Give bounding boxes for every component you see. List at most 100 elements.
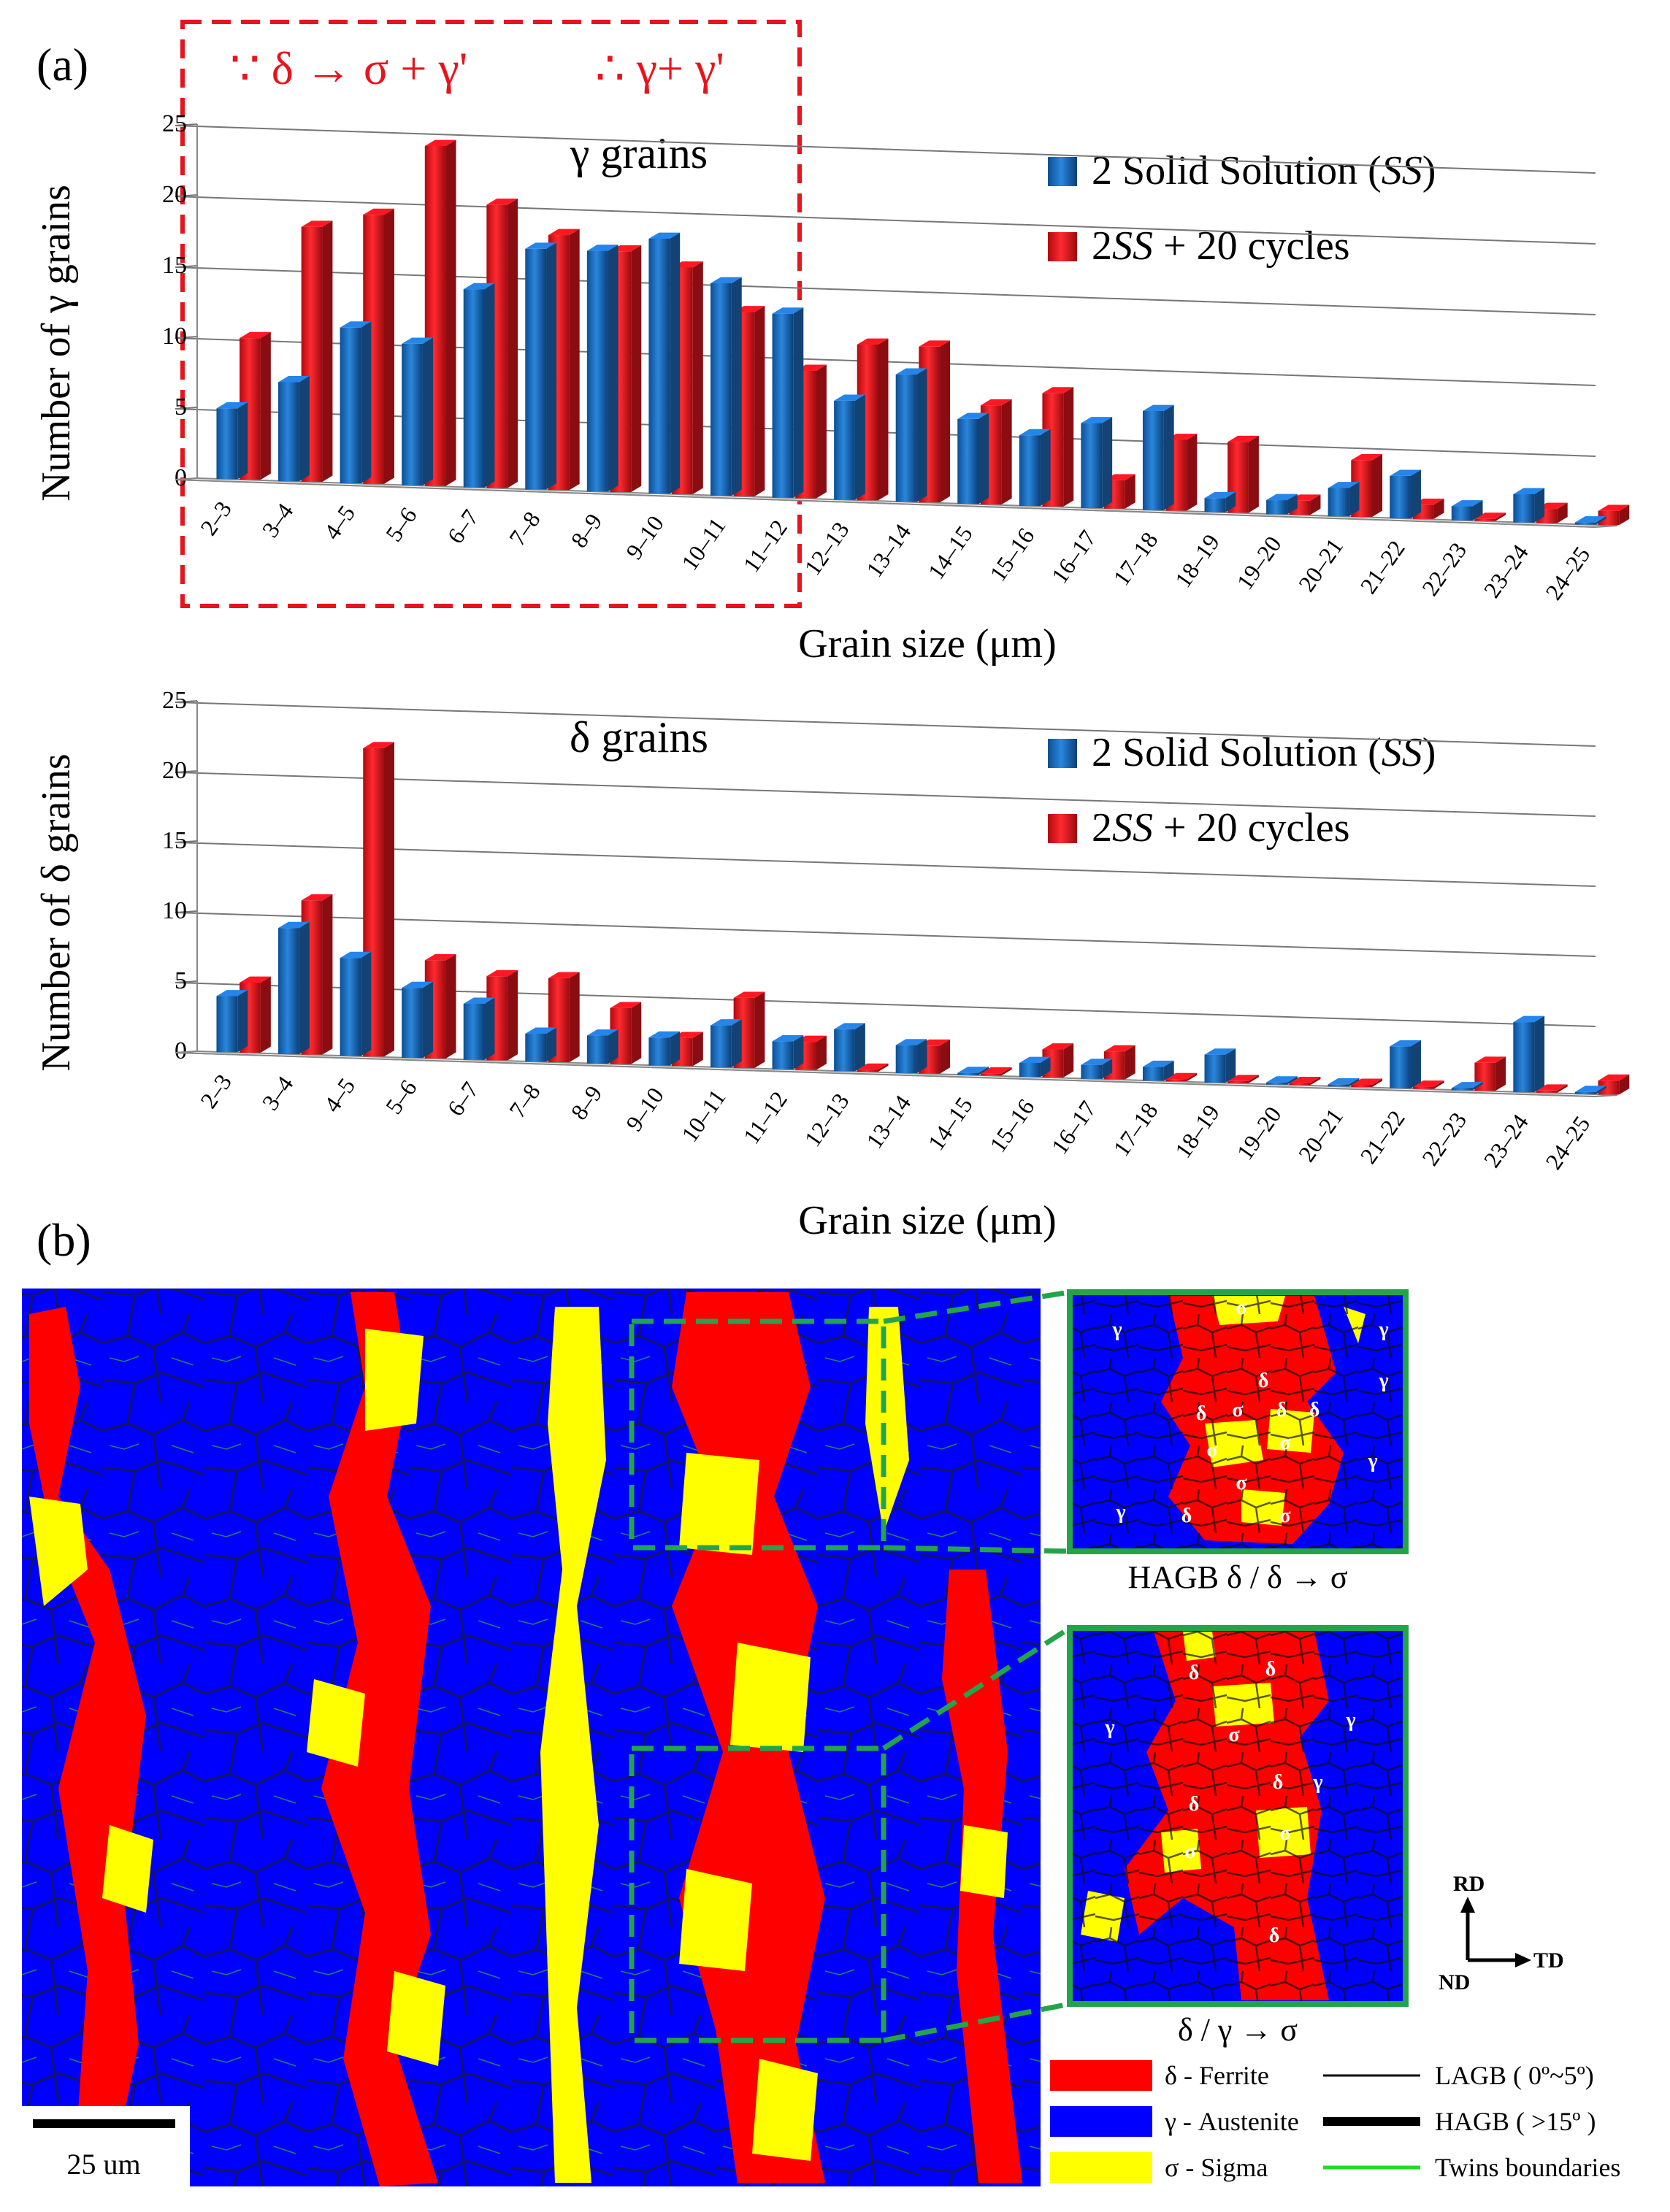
bar-ss-21–22 — [1390, 1040, 1421, 1088]
bar-side — [1187, 1072, 1198, 1082]
phase-label: γ — [1312, 1771, 1322, 1794]
phase-label: δ — [1189, 1662, 1200, 1684]
x-tick-label: 4–5 — [318, 1073, 360, 1117]
bar-side — [484, 997, 495, 1060]
bar-front — [1574, 1091, 1596, 1094]
x-tick-label: 20–21 — [1293, 1104, 1348, 1167]
bar-side — [445, 139, 456, 486]
y-tick-label: 5 — [175, 967, 187, 994]
bar-top — [1142, 404, 1174, 412]
x-tick-label: 2–3 — [195, 496, 237, 540]
gridline-side — [175, 700, 198, 703]
bar-side — [1410, 469, 1421, 519]
bar-ss-4–5 — [340, 321, 372, 484]
bar-ss-9–10 — [648, 1031, 681, 1066]
bar-top — [980, 399, 1012, 406]
bar-front — [402, 988, 423, 1059]
bar-side — [1125, 1045, 1135, 1080]
phase-label: σ — [1236, 1472, 1247, 1494]
bar-front — [525, 1033, 547, 1062]
chart-gamma-ylabel: Number of γ grains — [34, 185, 79, 502]
bar-side — [1433, 499, 1444, 519]
bar-side — [1310, 494, 1321, 515]
bar-top — [1451, 1082, 1483, 1088]
bar-side — [1040, 429, 1051, 507]
legend-austenite-label: γ - Austenite — [1164, 2107, 1299, 2136]
bar-top — [610, 1002, 642, 1008]
bar-front — [1081, 1064, 1103, 1079]
bar-side — [692, 1032, 703, 1067]
chart-gamma-title: γ grains — [570, 129, 708, 177]
panel-a-label: (a) — [37, 39, 88, 91]
bar-front — [463, 1003, 485, 1060]
bar-top — [525, 242, 557, 249]
bar-side — [1619, 1074, 1630, 1095]
phase-label: γ — [1378, 1370, 1388, 1392]
bar-ss-11–12 — [772, 1034, 804, 1069]
bar-ss-3–4 — [278, 376, 310, 482]
bar-ss-13–14 — [895, 368, 927, 502]
x-tick-label: 12–13 — [799, 517, 854, 580]
bar-top — [1574, 516, 1606, 523]
phase-label: σ — [1228, 1724, 1240, 1746]
inset1-frame — [1067, 1289, 1409, 1554]
bar-ss-9–10 — [648, 232, 681, 494]
y-tick-label: 10 — [162, 323, 187, 350]
bar-ss-17–18 — [1142, 1060, 1174, 1081]
bar-top — [710, 277, 742, 284]
x-tick-label: 17–18 — [1108, 1098, 1163, 1161]
bar-ss-7–8 — [525, 242, 557, 490]
bar-top — [1598, 1074, 1630, 1081]
bar-side — [1534, 488, 1545, 523]
bar-front — [1142, 1067, 1164, 1081]
x-tick-label: 2–3 — [195, 1069, 237, 1113]
x-tick-label: 14–15 — [922, 1092, 977, 1155]
bar-cycles-5–6 — [424, 954, 456, 1059]
bar-front — [1598, 1080, 1620, 1095]
legend-cycles-label: 2SS + 20 cycles — [1092, 805, 1350, 850]
bar-ss-18–19 — [1204, 1048, 1236, 1083]
bar-side — [631, 1002, 642, 1064]
bar-front — [1081, 423, 1103, 508]
bar-front — [586, 250, 608, 492]
bar-side — [322, 894, 333, 1055]
bar-front — [1019, 1063, 1041, 1078]
bar-front — [1451, 506, 1473, 521]
legend-ferrite-label: δ - Ferrite — [1165, 2061, 1269, 2090]
bar-front — [340, 327, 361, 484]
bar-side — [1248, 435, 1259, 513]
bar-front — [1328, 488, 1349, 517]
legend-ss-label: 2 Solid Solution (SS) — [1092, 730, 1436, 775]
bar-side — [793, 307, 804, 498]
bar-side — [731, 277, 742, 496]
phase-label: δ — [1258, 1370, 1269, 1392]
bar-side — [1372, 1078, 1383, 1087]
phase-label: δ — [1196, 1402, 1207, 1425]
bar-top — [648, 232, 681, 239]
gridline — [175, 772, 1596, 817]
bar-front — [710, 1025, 732, 1068]
bar-side — [299, 376, 310, 482]
bar-top — [648, 1031, 681, 1038]
bar-side — [361, 951, 372, 1056]
bar-side — [731, 1019, 742, 1068]
bar-top — [834, 1023, 865, 1029]
bar-side — [484, 283, 495, 488]
bar-ss-6–7 — [463, 283, 495, 488]
inset1-caption: HAGB δ / δ → σ — [1127, 1559, 1347, 1595]
bar-top — [772, 1034, 804, 1042]
bar-side — [1063, 387, 1074, 507]
chart-delta-xlabel: Grain size (μm) — [798, 1198, 1056, 1243]
bar-side — [1557, 502, 1568, 523]
inset2-caption: δ / γ → σ — [1178, 2012, 1298, 2048]
legend-austenite-swatch — [1050, 2106, 1152, 2137]
bar-top — [834, 394, 865, 401]
bar-front — [1412, 1086, 1434, 1089]
bar-ss-12–13 — [834, 394, 865, 500]
bar-top — [1390, 1040, 1421, 1047]
bar-top — [772, 307, 804, 314]
bar-front — [1266, 500, 1287, 515]
legend-ss-label: 2 Solid Solution (SS) — [1092, 148, 1436, 193]
phase-label: δ — [1189, 1793, 1200, 1816]
